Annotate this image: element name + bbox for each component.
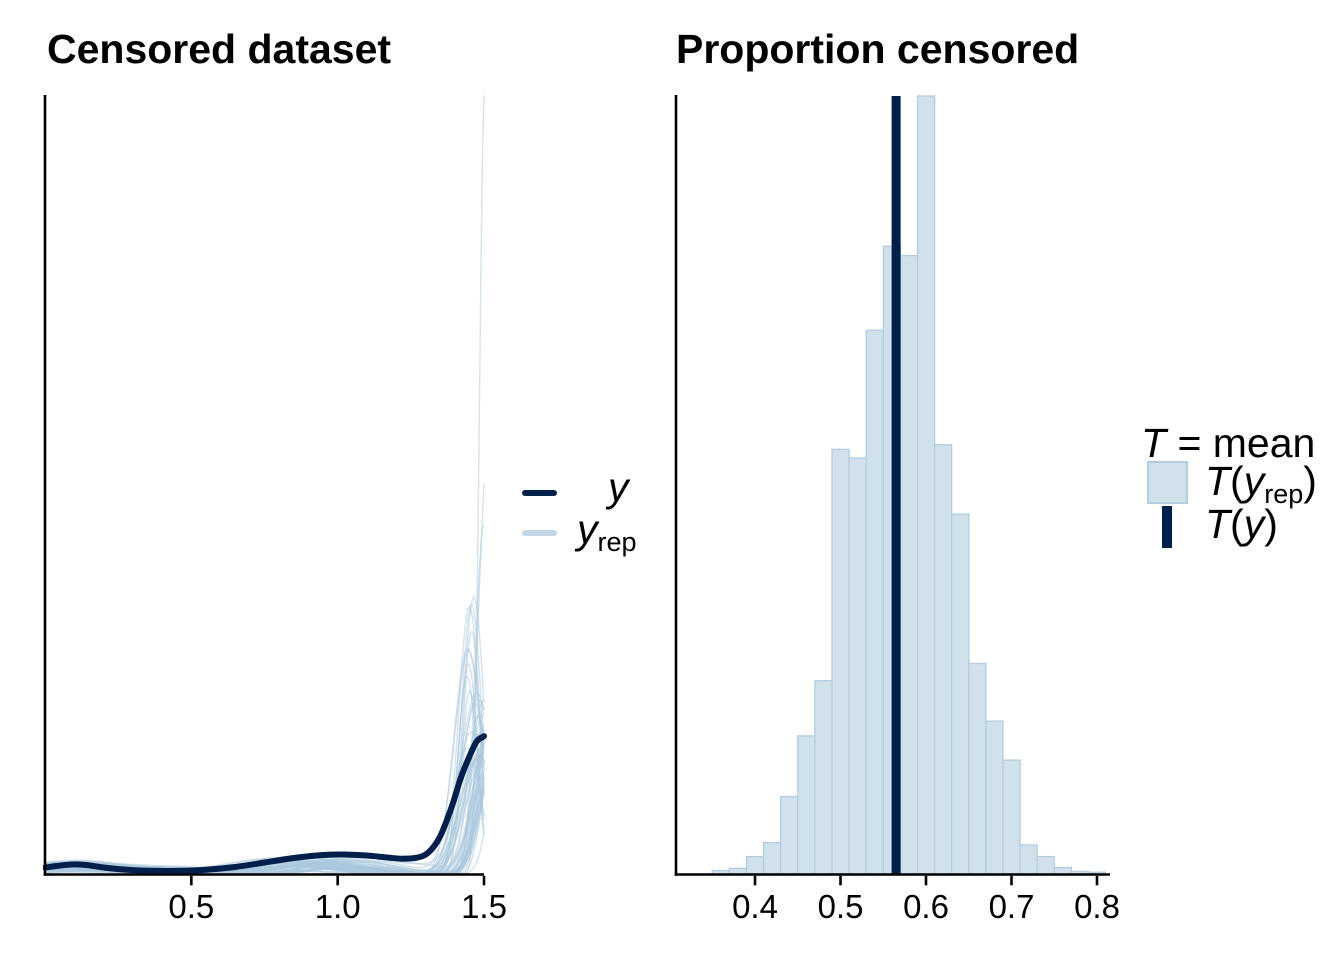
histogram-tick-label: 0.7 xyxy=(989,888,1035,925)
yrep-density-line xyxy=(45,604,485,875)
yrep-density-line xyxy=(44,524,485,875)
histogram-bar xyxy=(899,254,919,876)
yrep-density-line xyxy=(45,650,485,875)
y-line-swatch xyxy=(522,490,557,496)
yrep-density-line xyxy=(44,689,485,875)
t-y-legend-label: T(y) xyxy=(1205,501,1278,547)
yrep-density-line xyxy=(44,699,485,875)
histogram-bar xyxy=(985,720,1004,876)
density-tick-label: 0.5 xyxy=(168,888,214,925)
left-panel-title: Censored dataset xyxy=(47,26,392,72)
right-panel-title: Proportion censored xyxy=(676,26,1080,72)
histogram-bar xyxy=(779,795,799,876)
yrep-density-line xyxy=(44,732,485,875)
yrep-density-line xyxy=(44,484,485,875)
histogram-bar xyxy=(951,513,970,876)
yrep-density-line xyxy=(44,706,485,875)
yrep-density-line xyxy=(45,735,485,875)
histogram-bar xyxy=(797,735,816,876)
yrep-density-line xyxy=(44,714,485,873)
histogram-bar xyxy=(762,841,782,876)
yrep-density-line xyxy=(44,648,485,875)
t-y-line xyxy=(891,96,901,875)
histogram-bar xyxy=(1036,855,1055,876)
yrep-density-line xyxy=(44,732,485,875)
histogram-tick-label: 0.8 xyxy=(1074,888,1120,925)
histogram-bar xyxy=(865,329,884,876)
y-legend-label: y xyxy=(608,464,629,510)
histogram-bar xyxy=(814,680,833,876)
yrep-density-line xyxy=(44,630,485,875)
density-tick-label: 1.5 xyxy=(461,888,507,925)
y-density-line xyxy=(43,733,487,875)
histogram-bar xyxy=(968,662,987,876)
yrep-density-line xyxy=(44,595,485,875)
yrep-density-line xyxy=(45,676,485,875)
yrep-legend-label: yrep xyxy=(577,506,637,557)
t-yrep-swatch xyxy=(1147,461,1188,504)
histogram-bar xyxy=(933,444,953,876)
yrep-density-line xyxy=(44,698,485,875)
yrep-density-line xyxy=(45,605,485,874)
histogram-tick-label: 0.4 xyxy=(732,888,778,925)
yrep-density-line xyxy=(44,729,485,875)
yrep-density-line xyxy=(44,724,485,875)
density-tick-label: 1.0 xyxy=(315,888,361,925)
histogram-bar xyxy=(831,448,850,876)
yrep-density-line xyxy=(44,739,485,875)
histogram-tick-label: 0.6 xyxy=(903,888,949,925)
t-y-swatch xyxy=(1162,506,1172,548)
yrep-density-line xyxy=(45,734,485,875)
yrep-line-swatch xyxy=(522,530,557,536)
yrep-density-line xyxy=(44,692,485,875)
yrep-density-line xyxy=(44,733,485,875)
yrep-density-line xyxy=(45,702,485,875)
histogram-bar xyxy=(1002,759,1021,876)
yrep-density-line xyxy=(45,95,485,875)
yrep-density-line xyxy=(45,731,485,875)
histogram-bar xyxy=(1019,844,1038,876)
yrep-density-line xyxy=(45,712,485,875)
histogram-bars xyxy=(711,95,1107,876)
histogram-bar xyxy=(745,855,765,876)
yrep-density-line xyxy=(45,739,485,875)
histogram-tick-label: 0.5 xyxy=(818,888,864,925)
histogram-bar xyxy=(916,95,936,876)
yrep-density-line xyxy=(44,662,485,875)
yrep-density-lines xyxy=(44,95,485,875)
t-yrep-legend-label: T(yrep) xyxy=(1205,458,1317,509)
histogram-bar xyxy=(848,457,867,876)
stat-legend-title: T = mean xyxy=(1141,420,1316,466)
